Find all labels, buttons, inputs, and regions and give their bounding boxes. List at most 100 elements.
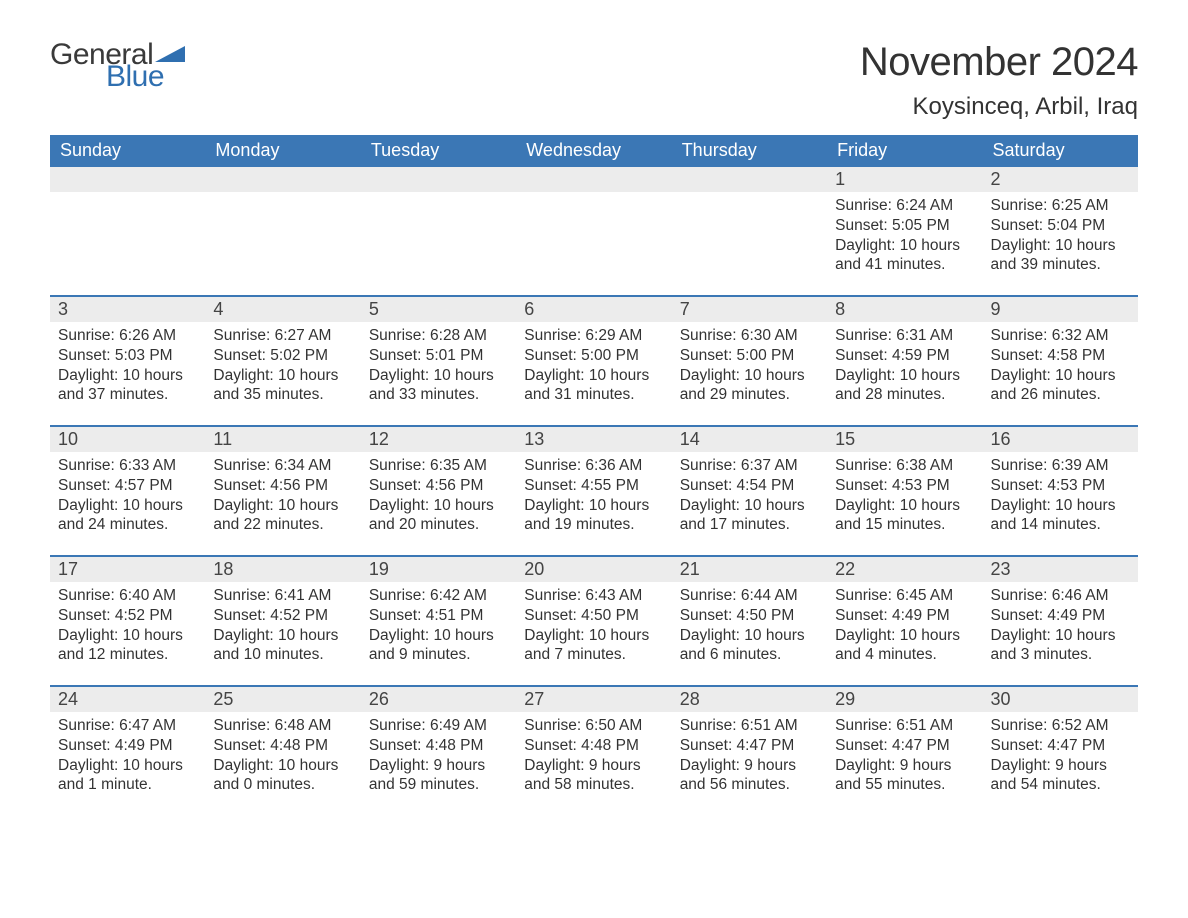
day-number: 10 <box>50 427 205 452</box>
daylight-text: Daylight: 10 hours and 28 minutes. <box>835 366 974 406</box>
sunrise-text: Sunrise: 6:45 AM <box>835 586 974 606</box>
day-body: Sunrise: 6:38 AMSunset: 4:53 PMDaylight:… <box>827 452 982 541</box>
day-number: 5 <box>361 297 516 322</box>
calendar-week-row: 1Sunrise: 6:24 AMSunset: 5:05 PMDaylight… <box>50 167 1138 295</box>
calendar-day-cell: 12Sunrise: 6:35 AMSunset: 4:56 PMDayligh… <box>361 427 516 555</box>
sunrise-text: Sunrise: 6:28 AM <box>369 326 508 346</box>
calendar-day-cell: 14Sunrise: 6:37 AMSunset: 4:54 PMDayligh… <box>672 427 827 555</box>
daylight-text: Daylight: 9 hours and 55 minutes. <box>835 756 974 796</box>
day-number: 14 <box>672 427 827 452</box>
calendar-week-row: 10Sunrise: 6:33 AMSunset: 4:57 PMDayligh… <box>50 425 1138 555</box>
calendar-day-cell: 2Sunrise: 6:25 AMSunset: 5:04 PMDaylight… <box>983 167 1138 295</box>
daylight-text: Daylight: 9 hours and 56 minutes. <box>680 756 819 796</box>
sunrise-text: Sunrise: 6:32 AM <box>991 326 1130 346</box>
calendar-day-cell: 4Sunrise: 6:27 AMSunset: 5:02 PMDaylight… <box>205 297 360 425</box>
day-body: Sunrise: 6:28 AMSunset: 5:01 PMDaylight:… <box>361 322 516 411</box>
calendar-day-cell: 8Sunrise: 6:31 AMSunset: 4:59 PMDaylight… <box>827 297 982 425</box>
day-number: 21 <box>672 557 827 582</box>
sunset-text: Sunset: 4:47 PM <box>991 736 1130 756</box>
calendar-header-cell: Sunday <box>50 135 205 167</box>
daylight-text: Daylight: 10 hours and 9 minutes. <box>369 626 508 666</box>
calendar-day-cell: 21Sunrise: 6:44 AMSunset: 4:50 PMDayligh… <box>672 557 827 685</box>
daylight-text: Daylight: 10 hours and 35 minutes. <box>213 366 352 406</box>
sunrise-text: Sunrise: 6:29 AM <box>524 326 663 346</box>
day-number: 22 <box>827 557 982 582</box>
day-body: Sunrise: 6:46 AMSunset: 4:49 PMDaylight:… <box>983 582 1138 671</box>
location-subtitle: Koysinceq, Arbil, Iraq <box>860 93 1138 121</box>
empty-day-band <box>516 167 671 192</box>
sunrise-text: Sunrise: 6:30 AM <box>680 326 819 346</box>
empty-day-band <box>361 167 516 192</box>
month-title: November 2024 <box>860 40 1138 85</box>
calendar-day-cell: 1Sunrise: 6:24 AMSunset: 5:05 PMDaylight… <box>827 167 982 295</box>
day-number: 18 <box>205 557 360 582</box>
calendar-day-cell: 18Sunrise: 6:41 AMSunset: 4:52 PMDayligh… <box>205 557 360 685</box>
day-number: 15 <box>827 427 982 452</box>
sunrise-text: Sunrise: 6:49 AM <box>369 716 508 736</box>
sunset-text: Sunset: 4:56 PM <box>369 476 508 496</box>
day-number: 16 <box>983 427 1138 452</box>
day-number: 23 <box>983 557 1138 582</box>
calendar-header-cell: Friday <box>827 135 982 167</box>
day-body: Sunrise: 6:42 AMSunset: 4:51 PMDaylight:… <box>361 582 516 671</box>
sunset-text: Sunset: 4:58 PM <box>991 346 1130 366</box>
brand-logo: General Blue <box>50 40 185 92</box>
calendar-day-cell: 25Sunrise: 6:48 AMSunset: 4:48 PMDayligh… <box>205 687 360 815</box>
calendar-day-cell: 22Sunrise: 6:45 AMSunset: 4:49 PMDayligh… <box>827 557 982 685</box>
day-number: 12 <box>361 427 516 452</box>
daylight-text: Daylight: 9 hours and 58 minutes. <box>524 756 663 796</box>
sunrise-text: Sunrise: 6:41 AM <box>213 586 352 606</box>
daylight-text: Daylight: 10 hours and 1 minute. <box>58 756 197 796</box>
sunrise-text: Sunrise: 6:48 AM <box>213 716 352 736</box>
sunset-text: Sunset: 4:51 PM <box>369 606 508 626</box>
day-number: 25 <box>205 687 360 712</box>
sunset-text: Sunset: 5:02 PM <box>213 346 352 366</box>
calendar-header-row: SundayMondayTuesdayWednesdayThursdayFrid… <box>50 135 1138 167</box>
sunset-text: Sunset: 5:00 PM <box>680 346 819 366</box>
day-number: 2 <box>983 167 1138 192</box>
daylight-text: Daylight: 10 hours and 31 minutes. <box>524 366 663 406</box>
sunrise-text: Sunrise: 6:25 AM <box>991 196 1130 216</box>
sunset-text: Sunset: 4:52 PM <box>213 606 352 626</box>
sunset-text: Sunset: 4:53 PM <box>991 476 1130 496</box>
sunset-text: Sunset: 5:01 PM <box>369 346 508 366</box>
calendar-day-cell: 5Sunrise: 6:28 AMSunset: 5:01 PMDaylight… <box>361 297 516 425</box>
day-number: 6 <box>516 297 671 322</box>
calendar-day-cell: 19Sunrise: 6:42 AMSunset: 4:51 PMDayligh… <box>361 557 516 685</box>
sunrise-text: Sunrise: 6:38 AM <box>835 456 974 476</box>
day-body: Sunrise: 6:32 AMSunset: 4:58 PMDaylight:… <box>983 322 1138 411</box>
sunset-text: Sunset: 4:56 PM <box>213 476 352 496</box>
calendar-day-cell: 6Sunrise: 6:29 AMSunset: 5:00 PMDaylight… <box>516 297 671 425</box>
day-body: Sunrise: 6:33 AMSunset: 4:57 PMDaylight:… <box>50 452 205 541</box>
sunset-text: Sunset: 4:54 PM <box>680 476 819 496</box>
sunrise-text: Sunrise: 6:46 AM <box>991 586 1130 606</box>
calendar-day-cell: 24Sunrise: 6:47 AMSunset: 4:49 PMDayligh… <box>50 687 205 815</box>
daylight-text: Daylight: 10 hours and 39 minutes. <box>991 236 1130 276</box>
day-body: Sunrise: 6:27 AMSunset: 5:02 PMDaylight:… <box>205 322 360 411</box>
day-number: 29 <box>827 687 982 712</box>
sunset-text: Sunset: 4:59 PM <box>835 346 974 366</box>
day-body: Sunrise: 6:52 AMSunset: 4:47 PMDaylight:… <box>983 712 1138 801</box>
calendar-day-cell: 20Sunrise: 6:43 AMSunset: 4:50 PMDayligh… <box>516 557 671 685</box>
daylight-text: Daylight: 10 hours and 33 minutes. <box>369 366 508 406</box>
calendar-header-cell: Thursday <box>672 135 827 167</box>
day-body: Sunrise: 6:35 AMSunset: 4:56 PMDaylight:… <box>361 452 516 541</box>
day-body: Sunrise: 6:50 AMSunset: 4:48 PMDaylight:… <box>516 712 671 801</box>
calendar-day-cell: 30Sunrise: 6:52 AMSunset: 4:47 PMDayligh… <box>983 687 1138 815</box>
daylight-text: Daylight: 10 hours and 17 minutes. <box>680 496 819 536</box>
calendar-day-cell: 7Sunrise: 6:30 AMSunset: 5:00 PMDaylight… <box>672 297 827 425</box>
sunrise-text: Sunrise: 6:51 AM <box>680 716 819 736</box>
sunrise-text: Sunrise: 6:27 AM <box>213 326 352 346</box>
sunset-text: Sunset: 4:49 PM <box>991 606 1130 626</box>
calendar-day-cell: 3Sunrise: 6:26 AMSunset: 5:03 PMDaylight… <box>50 297 205 425</box>
day-body: Sunrise: 6:51 AMSunset: 4:47 PMDaylight:… <box>672 712 827 801</box>
title-block: November 2024 Koysinceq, Arbil, Iraq <box>860 40 1138 121</box>
calendar-day-cell: 15Sunrise: 6:38 AMSunset: 4:53 PMDayligh… <box>827 427 982 555</box>
page-header: General Blue November 2024 Koysinceq, Ar… <box>50 40 1138 121</box>
daylight-text: Daylight: 10 hours and 29 minutes. <box>680 366 819 406</box>
calendar-day-cell <box>361 167 516 295</box>
day-body: Sunrise: 6:45 AMSunset: 4:49 PMDaylight:… <box>827 582 982 671</box>
daylight-text: Daylight: 10 hours and 3 minutes. <box>991 626 1130 666</box>
sunrise-text: Sunrise: 6:51 AM <box>835 716 974 736</box>
calendar-day-cell: 10Sunrise: 6:33 AMSunset: 4:57 PMDayligh… <box>50 427 205 555</box>
